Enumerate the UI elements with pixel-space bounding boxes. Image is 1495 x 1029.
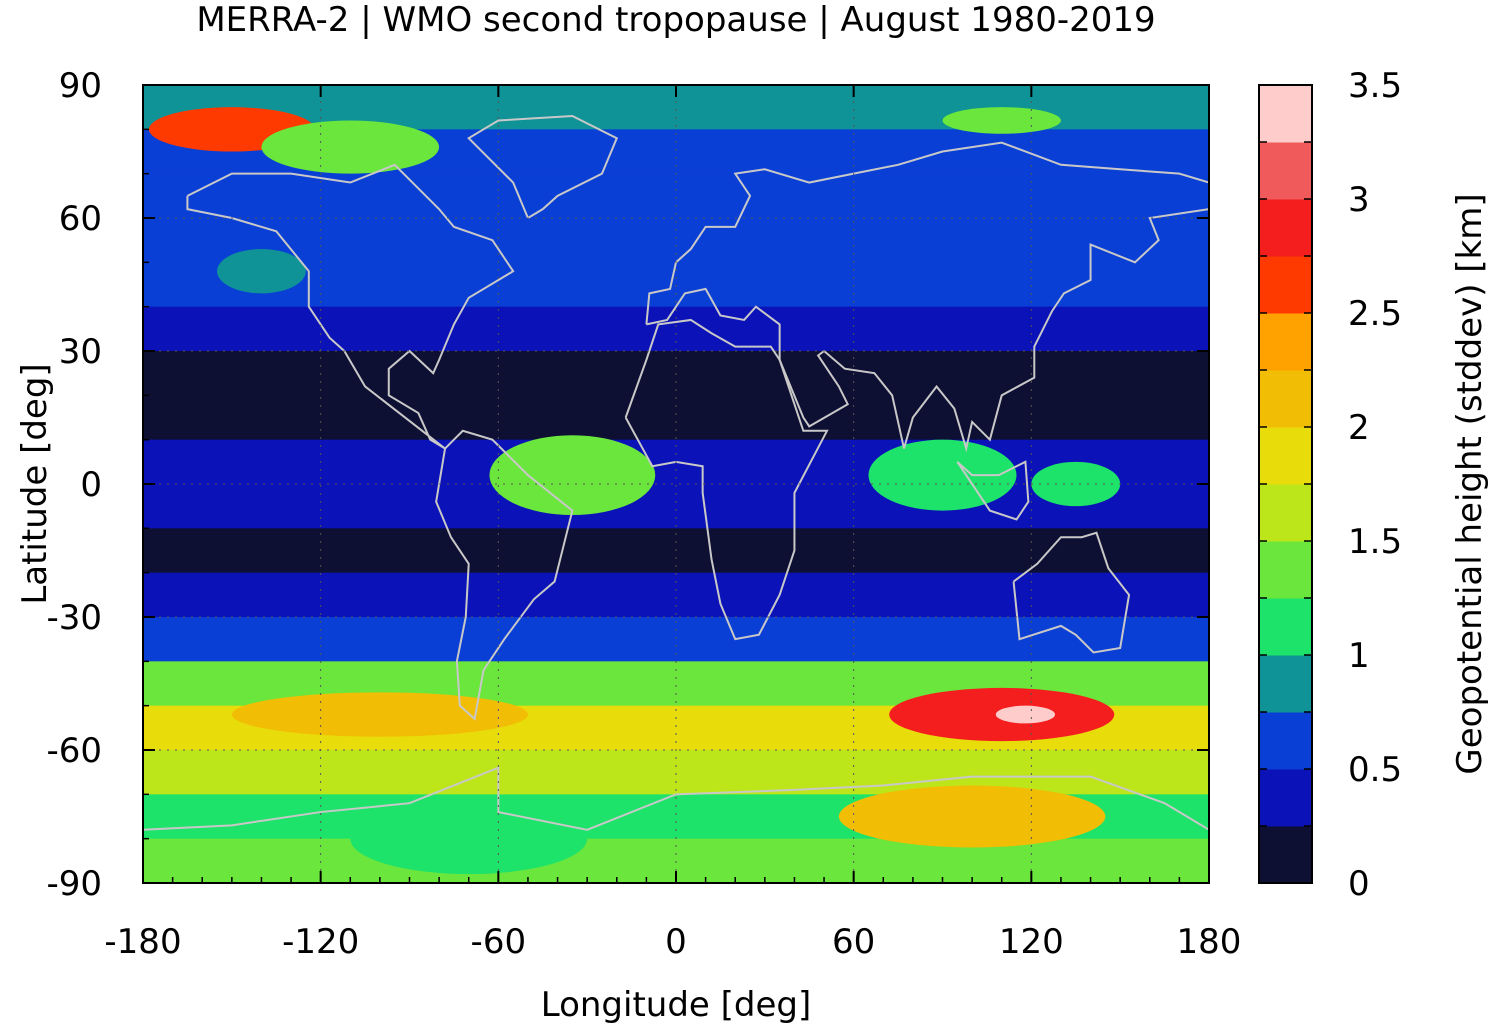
colorbar-swatch [1259, 256, 1312, 314]
heatmap-field [143, 85, 1209, 883]
x-tick-label: -120 [282, 922, 359, 962]
colorbar-swatch [1259, 427, 1312, 485]
chart-title: MERRA-2 | WMO second tropopause | August… [196, 0, 1155, 40]
colorbar-tick-label: 1 [1348, 636, 1370, 676]
coastline-path [956, 460, 1030, 521]
heatmap-feature [868, 439, 1017, 511]
x-tick-label: 120 [999, 922, 1064, 962]
colorbar-swatch [1259, 484, 1312, 542]
x-tick-label: -60 [471, 922, 527, 962]
colorbar-swatch [1259, 313, 1312, 371]
colorbar-tick-label: 0.5 [1348, 750, 1402, 790]
coastline-path [467, 115, 619, 219]
heatmap-feature [995, 705, 1056, 724]
heatmap-band [143, 617, 1209, 662]
colorbar [1259, 85, 1312, 884]
coastline-path [646, 208, 1209, 453]
heatmap-feature [350, 803, 588, 875]
grid-lines [143, 85, 1209, 883]
colorbar-swatch [1259, 598, 1312, 656]
y-tick-label: -60 [46, 731, 102, 771]
y-tick-label: -30 [46, 598, 102, 638]
heatmap-band [143, 173, 1209, 219]
colorbar-swatch [1259, 826, 1312, 884]
colorbar-tick-label: 1.5 [1348, 522, 1402, 562]
y-tick-label: -90 [46, 864, 102, 904]
coastline-path [624, 318, 829, 641]
y-tick-label: 60 [59, 199, 102, 239]
colorbar-tick-label: 2.5 [1348, 294, 1402, 334]
y-tick-label: 30 [59, 332, 102, 372]
colorbar-axis: 3.5 3 2.5 2 1.5 1 0.5 0 [1259, 66, 1402, 904]
y-tick-label: 90 [59, 66, 102, 106]
heatmap-feature [261, 120, 440, 174]
colorbar-swatch [1259, 769, 1312, 827]
colorbar-swatch [1259, 655, 1312, 713]
heatmap-feature [942, 107, 1061, 134]
heatmap-band [143, 218, 1209, 263]
colorbar-swatch [1259, 199, 1312, 257]
x-tick-label: 180 [1177, 922, 1242, 962]
colorbar-swatch [1259, 142, 1312, 200]
coastline-path [143, 766, 1209, 831]
heatmap-band [143, 572, 1209, 618]
colorbar-swatch [1259, 370, 1312, 428]
x-tick-label: -180 [104, 922, 181, 962]
coastline-path [1012, 531, 1131, 654]
x-tick-label: 0 [665, 922, 687, 962]
x-axis-label: Longitude [deg] [541, 985, 812, 1025]
colorbar-swatch [1259, 541, 1312, 599]
coastline-path [435, 429, 574, 721]
heatmap-band [143, 484, 1209, 529]
y-tick-label: 0 [80, 465, 102, 505]
colorbar-tick-label: 0 [1348, 864, 1370, 904]
heatmap-band [143, 395, 1209, 441]
heatmap-band [143, 306, 1209, 352]
heatmap-band [143, 750, 1209, 795]
colorbar-swatch [1259, 712, 1312, 770]
coastline-path [186, 163, 515, 450]
axes: -180 -120 -60 0 60 120 180 90 60 30 0 -30 -60 -90 [46, 66, 1241, 962]
colorbar-label: Geopotential height (stddev) [km] [1450, 193, 1490, 774]
heatmap-feature [1031, 461, 1121, 507]
x-tick-label: 60 [832, 922, 875, 962]
heatmap-feature [217, 249, 306, 294]
y-axis-label: Latitude [deg] [15, 363, 55, 604]
colorbar-tick-label: 3 [1348, 180, 1370, 220]
colorbar-tick-label: 3.5 [1348, 66, 1402, 106]
colorbar-tick-label: 2 [1348, 408, 1370, 448]
colorbar-swatch [1259, 85, 1312, 143]
heatmap-feature [838, 785, 1106, 848]
heatmap-feature [489, 435, 656, 516]
heatmap-feature [231, 692, 528, 737]
